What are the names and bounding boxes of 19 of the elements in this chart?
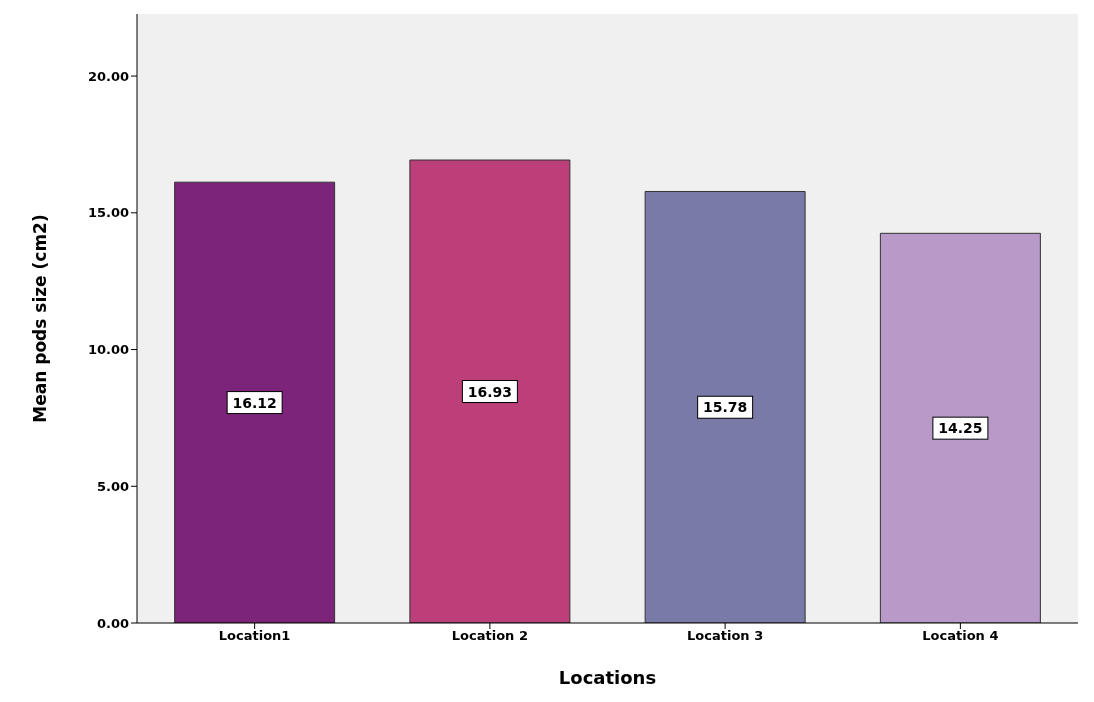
y-tick-label: 15.00 bbox=[87, 205, 129, 221]
data-label: 15.78 bbox=[702, 399, 748, 416]
x-tick-label: Location 3 bbox=[687, 628, 764, 644]
x-tick-label: Location 4 bbox=[922, 628, 999, 644]
bar bbox=[644, 190, 806, 623]
y-tick-label: 5.00 bbox=[96, 478, 129, 494]
bar bbox=[409, 159, 571, 623]
y-tick-label: 0.00 bbox=[96, 615, 129, 631]
data-label: 16.12 bbox=[232, 394, 277, 411]
y-tick-label: 10.00 bbox=[87, 342, 129, 358]
x-tick-label: Location1 bbox=[218, 628, 291, 644]
data-label: 16.93 bbox=[467, 383, 513, 400]
x-axis-title: Locations bbox=[558, 667, 657, 688]
data-label: 14.25 bbox=[938, 420, 983, 437]
x-tick-label: Location 2 bbox=[451, 628, 528, 644]
y-tick-label: 20.00 bbox=[87, 68, 129, 84]
bar bbox=[174, 181, 336, 623]
bar bbox=[879, 232, 1041, 623]
y-axis-title: Mean pods size (cm2) bbox=[30, 214, 51, 423]
